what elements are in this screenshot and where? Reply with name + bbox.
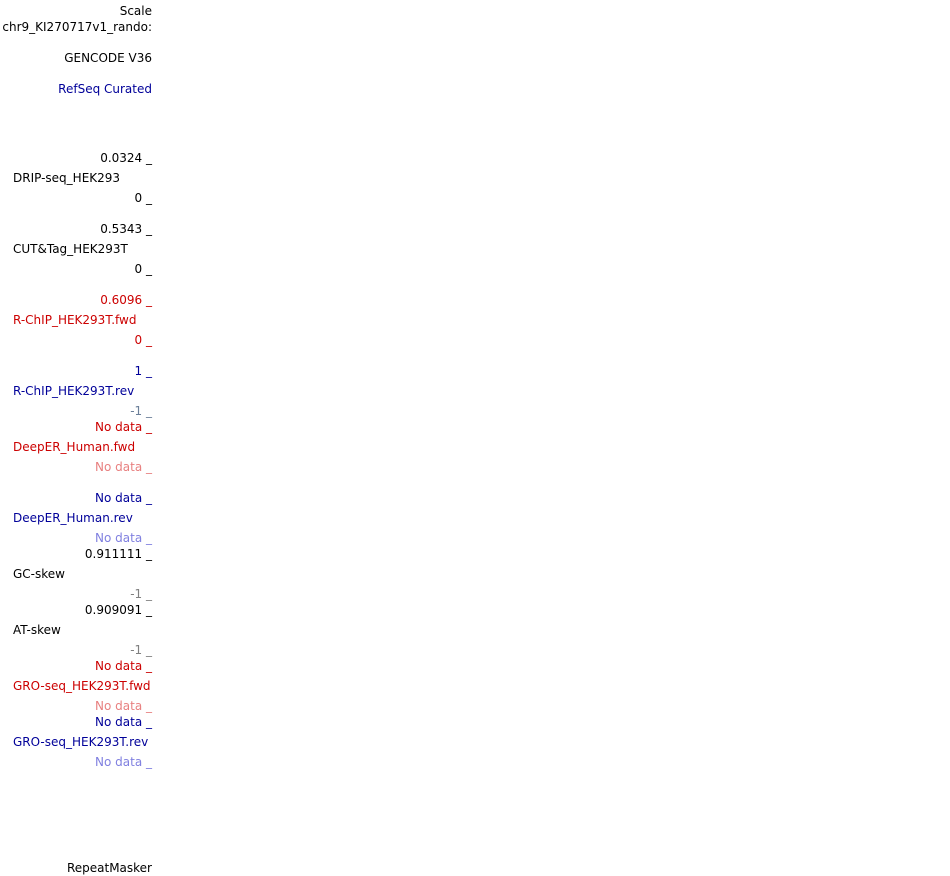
- rchip-fwd-max-value: 0.6096 _: [100, 293, 152, 307]
- gc-skew-max-value: 0.911111 _: [84, 547, 152, 561]
- track-label-deeper-rev[interactable]: DeepER_Human.rev: [13, 511, 133, 525]
- track-label-at-skew[interactable]: AT-skew: [13, 623, 61, 637]
- track-label-gro-rev[interactable]: GRO-seq_HEK293T.rev: [13, 735, 149, 749]
- track-label-rchip-fwd[interactable]: R-ChIP_HEK293T.fwd: [13, 313, 137, 327]
- track-label-deeper-fwd[interactable]: DeepER_Human.fwd: [13, 440, 136, 454]
- gro-fwd-min-value: No data _: [95, 699, 152, 713]
- track-label-refseq[interactable]: RefSeq Curated: [58, 82, 152, 96]
- gro-rev-max-value: No data _: [95, 715, 152, 729]
- track-label-repeatmasker[interactable]: RepeatMasker: [66, 861, 152, 875]
- deeper-rev-min-value: No data _: [95, 531, 152, 545]
- gro-fwd-max-value: No data _: [95, 659, 152, 673]
- track-label-gc-skew[interactable]: GC-skew: [13, 567, 65, 581]
- rchip-rev-min-value: -1 _: [130, 404, 152, 418]
- at-skew-max-value: 0.909091 _: [84, 603, 152, 617]
- deeper-fwd-max-value: No data _: [95, 420, 152, 434]
- drip-min-value: 0 _: [134, 191, 152, 205]
- track-label-rchip-rev[interactable]: R-ChIP_HEK293T.rev: [13, 384, 135, 398]
- gc-skew-min-value: -1 _: [130, 587, 152, 601]
- rchip-rev-max-value: 1 _: [134, 364, 152, 378]
- cuttag-min-value: 0 _: [134, 262, 152, 276]
- scale-label: Scale: [119, 4, 152, 18]
- drip-max-value: 0.0324 _: [100, 151, 152, 165]
- deeper-rev-max-value: No data _: [95, 491, 152, 505]
- gro-rev-min-value: No data _: [95, 755, 152, 769]
- chrom-label: chr9_KI270717v1_rando:: [2, 20, 152, 34]
- track-label-cut-tag[interactable]: CUT&Tag_HEK293T: [13, 242, 128, 256]
- deeper-fwd-min-value: No data _: [95, 460, 152, 474]
- cuttag-max-value: 0.5343 _: [100, 222, 152, 236]
- rchip-fwd-min-value: 0 _: [134, 333, 152, 347]
- at-skew-min-value: -1 _: [130, 643, 152, 657]
- track-label-drip-seq[interactable]: DRIP-seq_HEK293: [13, 171, 121, 185]
- track-label-gro-fwd[interactable]: GRO-seq_HEK293T.fwd: [13, 679, 151, 693]
- track-label-gencode[interactable]: GENCODE V36: [64, 51, 152, 65]
